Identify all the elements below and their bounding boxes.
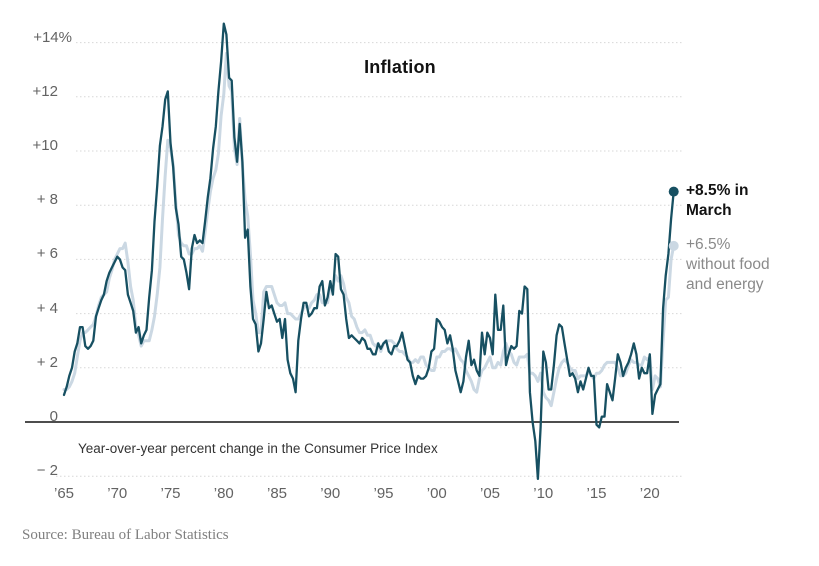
y-axis-label: +12 <box>32 82 58 100</box>
y-axis-label: − 2 <box>36 462 58 480</box>
x-axis-label: ’10 <box>533 485 554 502</box>
core-annotation-line3: and energy <box>686 276 764 293</box>
x-axis-label: ’05 <box>479 485 501 502</box>
core-annotation-line1: +6.5% <box>686 236 731 253</box>
x-axis-label: ’20 <box>639 485 660 502</box>
headline-series-line <box>62 22 675 481</box>
y-axis-label: + 8 <box>36 191 58 209</box>
y-axis-label: + 2 <box>36 353 58 371</box>
headline-endpoint-dot <box>668 186 679 197</box>
y-axis-label: +14% <box>33 28 72 46</box>
core-annotation-line2: without food <box>686 256 770 273</box>
x-axis-label: ’65 <box>53 485 75 502</box>
chart-title: Inflation <box>364 57 436 77</box>
x-axis-label: ’15 <box>586 485 607 502</box>
chart-note: Year-over-year percent change in the Con… <box>78 441 438 456</box>
core-annotation: +6.5% without food and energy <box>686 235 770 295</box>
x-axis-label: ’75 <box>160 485 181 502</box>
core-endpoint-dot <box>668 240 679 251</box>
y-axis-label: + 6 <box>36 245 58 263</box>
y-axis-label: 0 <box>49 408 58 425</box>
headline-annotation-line2: March <box>686 202 732 219</box>
x-axis-label: ’85 <box>266 485 288 502</box>
y-axis-label: + 4 <box>36 299 58 317</box>
y-axis-label: +10 <box>32 137 58 154</box>
x-axis-label: ’80 <box>213 485 234 502</box>
x-axis-label: ’70 <box>107 485 128 502</box>
x-axis-label: ’90 <box>320 485 341 502</box>
x-axis-label: ’00 <box>426 485 447 502</box>
source-credit: Source: Bureau of Labor Statistics <box>22 527 229 543</box>
x-axis-label: ’95 <box>373 485 394 502</box>
headline-annotation: +8.5% in March <box>686 181 748 221</box>
core-series-line <box>62 51 676 408</box>
headline-annotation-line1: +8.5% in <box>686 182 749 199</box>
